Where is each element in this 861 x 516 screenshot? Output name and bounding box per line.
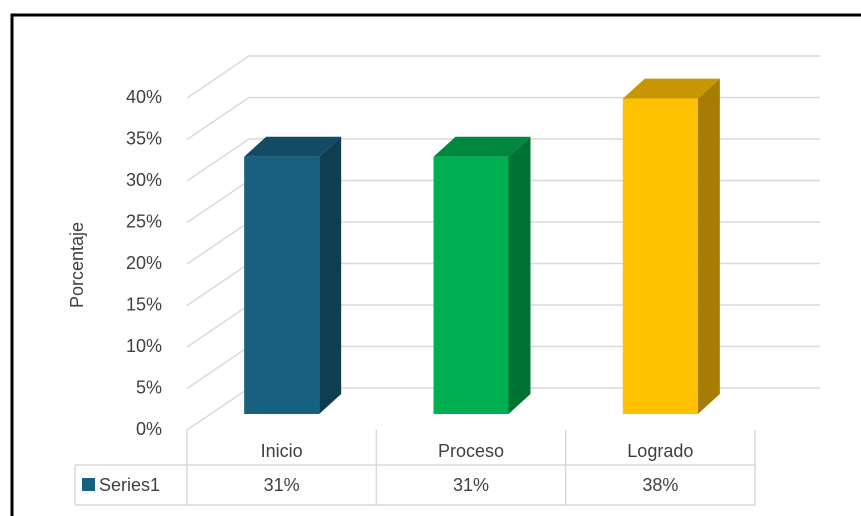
legend-label: Series1 (99, 475, 160, 495)
data-label: 31% (453, 475, 489, 495)
grid-line (186, 304, 250, 348)
y-tick-label: 30% (126, 170, 162, 190)
y-tick-label: 20% (126, 253, 162, 273)
grid-line (186, 262, 250, 307)
y-axis-label: Porcentaje (67, 222, 87, 308)
bar-top (433, 136, 531, 157)
y-tick-label: 0% (136, 419, 162, 439)
y-tick-label: 40% (126, 87, 162, 107)
data-label: 31% (264, 475, 300, 495)
bar (244, 156, 320, 414)
bar-side (697, 78, 720, 414)
grid-line (186, 345, 250, 390)
grid-line (186, 96, 250, 141)
bar-side (508, 136, 531, 414)
x-tick-label: Proceso (438, 441, 504, 461)
grid-line (186, 179, 250, 224)
bar-top (622, 78, 720, 99)
grid-line (186, 387, 250, 431)
y-tick-label: 5% (136, 377, 162, 397)
grid-line (186, 221, 250, 265)
x-tick-label: Inicio (261, 441, 303, 461)
x-tick-label: Logrado (627, 441, 693, 461)
y-tick-label: 35% (126, 128, 162, 148)
y-tick-label: 15% (126, 294, 162, 314)
y-tick-label: 25% (126, 211, 162, 231)
grid-line (186, 55, 250, 99)
grid-line (186, 138, 250, 182)
y-tick-label: 10% (126, 336, 162, 356)
legend-swatch (82, 478, 95, 491)
frame (10, 13, 861, 516)
bar-top (244, 136, 342, 157)
bar (433, 156, 509, 414)
bar-side (319, 136, 342, 414)
bar (622, 98, 698, 414)
data-label: 38% (642, 475, 678, 495)
